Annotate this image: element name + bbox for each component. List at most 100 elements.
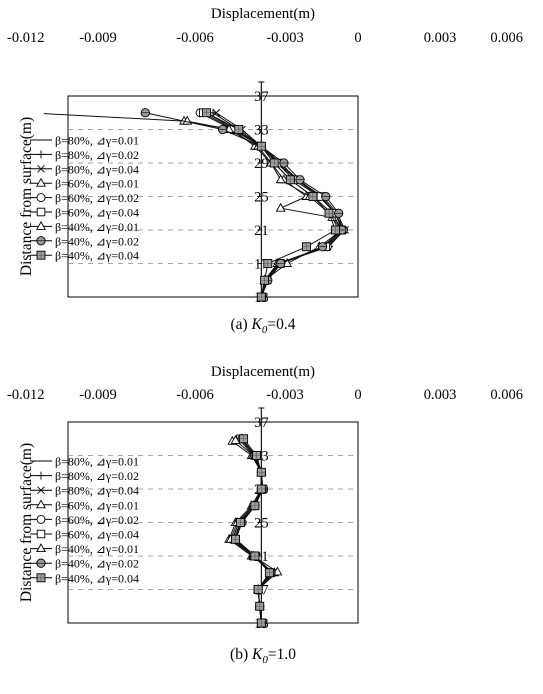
- chart2-legend-item-9: β=40%, ⊿γ=0.04: [30, 571, 139, 585]
- chart1-ytick-label-0: 37: [254, 89, 269, 105]
- chart2-legend-marker-5: [36, 514, 46, 524]
- chart2-xtick-label-4: 0: [354, 387, 361, 403]
- chart1-legend-label-5: β=60%, ⊿γ=0.02: [55, 191, 139, 205]
- chart2-xtick-label-6: 0.006: [490, 387, 523, 403]
- chart1-legend-label-8: β=40%, ⊿γ=0.02: [55, 234, 139, 248]
- chart2-ytick-label-0: 37: [254, 415, 269, 431]
- chart2-legend-marker-3: [37, 486, 45, 495]
- chart2-series-9-point-7-hatch: [250, 552, 259, 560]
- chart1-xtick-label-1: -0.009: [79, 30, 116, 46]
- chart1-legend-item-3: β=80%, ⊿γ=0.04: [30, 162, 139, 176]
- chart2-legend-item-4: β=60%, ⊿γ=0.01: [30, 498, 139, 512]
- chart1-legend-label-6: β=60%, ⊿γ=0.04: [55, 206, 139, 220]
- chart2-legend-item-7: β=40%, ⊿γ=0.01: [30, 542, 139, 556]
- chart1-legend-marker-4: [36, 177, 46, 187]
- chart2-legend-item-8: β=40%, ⊿γ=0.02: [30, 557, 139, 571]
- chart2-legend-label-4: β=60%, ⊿γ=0.01: [55, 498, 139, 512]
- chart2-series-9-point-0-hatch: [239, 434, 248, 443]
- chart2-series-9-point-4-hatch: [250, 501, 259, 510]
- chart1-legend-item-1: β=80%, ⊿γ=0.01: [30, 134, 139, 148]
- chart1-xlabel: Displacement(m): [211, 6, 315, 22]
- chart1-legend-marker-5: [36, 193, 46, 203]
- chart2-legend-item-3: β=80%, ⊿γ=0.04: [30, 484, 139, 498]
- chart2-legend-label-9: β=40%, ⊿γ=0.04: [55, 571, 139, 585]
- chart1-legend-item-8: β=40%, ⊿γ=0.02: [30, 234, 139, 248]
- chart2-legend-label-6: β=60%, ⊿γ=0.04: [55, 528, 139, 542]
- chart1-legend-marker-3: [37, 164, 45, 173]
- chart1-legend: β=80%, ⊿γ=0.01β=80%, ⊿γ=0.02β=80%, ⊿γ=0.…: [30, 134, 139, 263]
- chart1-legend-label-7: β=40%, ⊿γ=0.01: [55, 220, 139, 234]
- chart2-legend-marker-4: [36, 499, 46, 509]
- chart1-panel: Displacement(m) -0.012 -0.009 -0.006 -0.003 0…: [7, 6, 523, 336]
- chart1-legend-label-3: β=80%, ⊿γ=0.04: [55, 162, 139, 176]
- chart2-legend-item-5: β=60%, ⊿γ=0.02: [30, 513, 139, 527]
- chart1-legend-item-5: β=60%, ⊿γ=0.02: [30, 191, 139, 205]
- chart1-ytick-label-1: 33: [254, 123, 269, 139]
- chart1-series-9-point-3-hatch: [270, 159, 279, 167]
- chart2-xtick-label-2: -0.006: [176, 387, 213, 403]
- chart1-xtick-label-5: 0.003: [424, 30, 457, 46]
- chart2-series-9-point-5-hatch: [236, 518, 245, 527]
- chart1-series-9-point-8-hatch: [302, 242, 311, 251]
- chart2-xtick-label-3: -0.003: [266, 387, 303, 403]
- chart1-legend-label-4: β=60%, ⊿γ=0.01: [55, 177, 139, 191]
- chart1-legend-item-6: β=60%, ⊿γ=0.04: [30, 206, 139, 220]
- chart2-legend-label-8: β=40%, ⊿γ=0.02: [55, 557, 139, 571]
- chart1-legend-item-4: β=60%, ⊿γ=0.01: [30, 177, 139, 191]
- chart1-xtick-label-4: 0: [354, 30, 361, 46]
- chart2-legend: β=80%, ⊿γ=0.01β=80%, ⊿γ=0.02β=80%, ⊿γ=0.…: [30, 455, 139, 585]
- chart1-legend-marker-6: [36, 207, 46, 217]
- chart1-xtick-label-2: -0.006: [176, 30, 213, 46]
- chart1-xtick-label-6: 0.006: [490, 30, 523, 46]
- chart2-legend-label-1: β=80%, ⊿γ=0.01: [55, 455, 139, 469]
- chart2-legend-label-3: β=80%, ⊿γ=0.04: [55, 484, 139, 498]
- chart2-caption-sub: 0: [262, 654, 268, 666]
- chart1-series-9-point-7-hatch: [331, 226, 340, 234]
- chart2-legend-marker-9-hatch: [37, 573, 45, 582]
- chart2-series-9-point-3-hatch: [257, 485, 266, 493]
- chart2-legend-item-1: β=80%, ⊿γ=0.01: [30, 455, 139, 469]
- chart2-legend-marker-7: [36, 543, 46, 553]
- chart2-legend-marker-2: [37, 471, 45, 480]
- chart2-xlabel: Displacement(m): [211, 364, 315, 380]
- chart2-caption-prefix: (b): [230, 646, 252, 663]
- chart1-series-7-point-4: [275, 174, 286, 184]
- chart1-series-4-point-7: [275, 202, 286, 212]
- chart1-series-9-line: [206, 112, 337, 298]
- chart2-series-9-point-6-hatch: [231, 535, 240, 544]
- chart1-legend-marker-7: [36, 220, 46, 230]
- chart1-xtick-label-3: -0.003: [266, 30, 303, 46]
- chart2-series-9-point-9-hatch: [254, 585, 263, 594]
- chart1-ytick-label-3: 25: [254, 190, 269, 206]
- chart1-series-9-point-0-hatch: [202, 108, 211, 117]
- chart1-legend-label-2: β=80%, ⊿γ=0.02: [55, 148, 139, 162]
- chart1-series-9-point-11-hatch: [257, 293, 266, 301]
- chart1-series-9-point-5-hatch: [308, 192, 317, 201]
- chart2-series-9-point-10-hatch: [255, 602, 264, 611]
- chart1-legend-label-1: β=80%, ⊿γ=0.01: [55, 134, 139, 148]
- chart1-ylabel: Distance from surface(m): [18, 117, 35, 276]
- chart1-series-3-point-0: [212, 108, 221, 117]
- chart2-series-9-point-11-hatch: [257, 619, 266, 627]
- chart1-ytick-label-2: 29: [254, 156, 269, 172]
- chart2-series-4: [224, 435, 280, 627]
- chart2-legend-label-2: β=80%, ⊿γ=0.02: [55, 469, 139, 483]
- chart2-series-5: [227, 434, 278, 628]
- chart1-caption-value: =0.4: [267, 316, 295, 333]
- chart1-caption-sub: 0: [262, 324, 268, 336]
- chart1-series-9: [202, 108, 340, 302]
- chart2-series-9: [231, 434, 274, 628]
- chart1-caption-symbol: K: [251, 316, 263, 333]
- chart1-legend-item-2: β=80%, ⊿γ=0.02: [30, 148, 139, 162]
- chart2-legend-label-7: β=40%, ⊿γ=0.01: [55, 542, 139, 556]
- chart2-xtick-label-0: -0.012: [7, 387, 44, 403]
- chart1-series-9-point-6-hatch: [325, 209, 333, 218]
- chart2-panel: Displacement(m) -0.012 -0.009 -0.006 -0.003 0…: [7, 364, 523, 666]
- chart2-series-9-point-1-hatch: [252, 451, 261, 460]
- chart2-caption-symbol: K: [251, 646, 263, 663]
- chart1-legend-marker-2: [37, 150, 45, 159]
- chart2-ylabel: Distance from surface(m): [18, 443, 35, 602]
- chart1-caption-prefix: (a): [230, 316, 251, 333]
- chart2-xtick-label-1: -0.009: [79, 387, 116, 403]
